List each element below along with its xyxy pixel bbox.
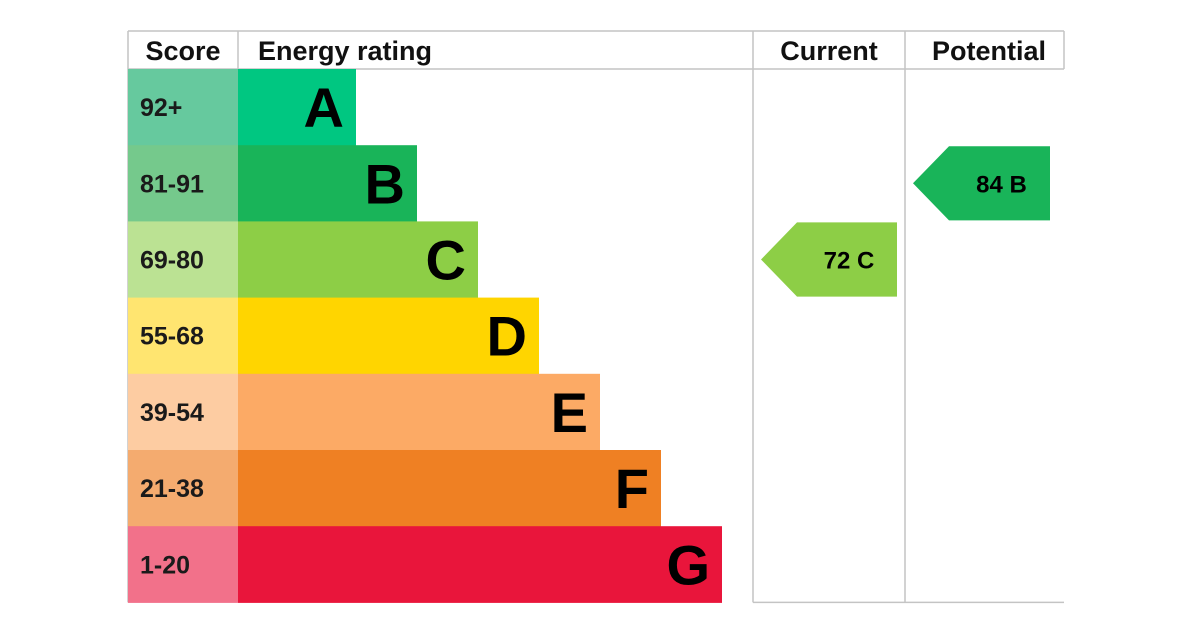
band-d: 55-68 D	[128, 297, 539, 375]
score-header: Score	[145, 36, 220, 66]
energy-rating-header: Energy rating	[258, 36, 432, 66]
rating-letter: E	[551, 381, 588, 444]
band-a: 92+ A	[128, 69, 356, 146]
score-range-label: 69-80	[140, 247, 204, 275]
current-header: Current	[780, 36, 878, 66]
potential-rating-arrow: 84 B	[913, 146, 1050, 221]
rating-bar	[238, 145, 417, 222]
rating-letter: C	[426, 229, 466, 292]
score-range-label: 92+	[140, 94, 182, 122]
current-rating-arrow: 72 C	[761, 222, 897, 297]
band-c: 69-80 C	[128, 221, 478, 299]
rating-letter: D	[487, 305, 527, 368]
score-cell	[128, 145, 238, 222]
rating-letter: B	[365, 152, 405, 215]
rating-bar	[238, 297, 539, 375]
rating-arrows: 72 C 84 B	[761, 146, 1050, 297]
rating-bar	[238, 373, 600, 451]
score-cell	[128, 450, 238, 527]
rating-bands: 92+ A 81-91 B 69-80 C 55-68 D 39-54 E 21-38 F 1-20 G	[128, 69, 722, 603]
band-g: 1-20 G	[128, 526, 722, 603]
score-cell	[128, 69, 238, 146]
score-cell	[128, 526, 238, 603]
score-range-label: 39-54	[140, 399, 204, 427]
rating-bar	[238, 221, 478, 299]
score-cell	[128, 373, 238, 451]
rating-letter: F	[615, 457, 649, 520]
band-f: 21-38 F	[128, 450, 661, 527]
score-range-label: 55-68	[140, 323, 204, 351]
band-e: 39-54 E	[128, 373, 600, 451]
potential-rating-arrow-label: 84 B	[976, 171, 1027, 198]
band-b: 81-91 B	[128, 145, 417, 222]
rating-letter: A	[304, 76, 344, 139]
current-rating-arrow-label: 72 C	[824, 248, 875, 275]
rating-bar	[238, 450, 661, 527]
header-row: Score Energy rating Current Potential	[145, 36, 1046, 66]
rating-bar	[238, 69, 356, 146]
rating-letter: G	[666, 533, 710, 596]
potential-rating-arrow-shape	[913, 146, 1050, 221]
score-cell	[128, 221, 238, 299]
current-rating-arrow-shape	[761, 222, 897, 297]
potential-header: Potential	[932, 36, 1046, 66]
rating-bar	[238, 526, 722, 603]
score-range-label: 1-20	[140, 551, 190, 579]
score-cell	[128, 297, 238, 375]
score-range-label: 81-91	[140, 170, 204, 198]
score-range-label: 21-38	[140, 475, 204, 503]
